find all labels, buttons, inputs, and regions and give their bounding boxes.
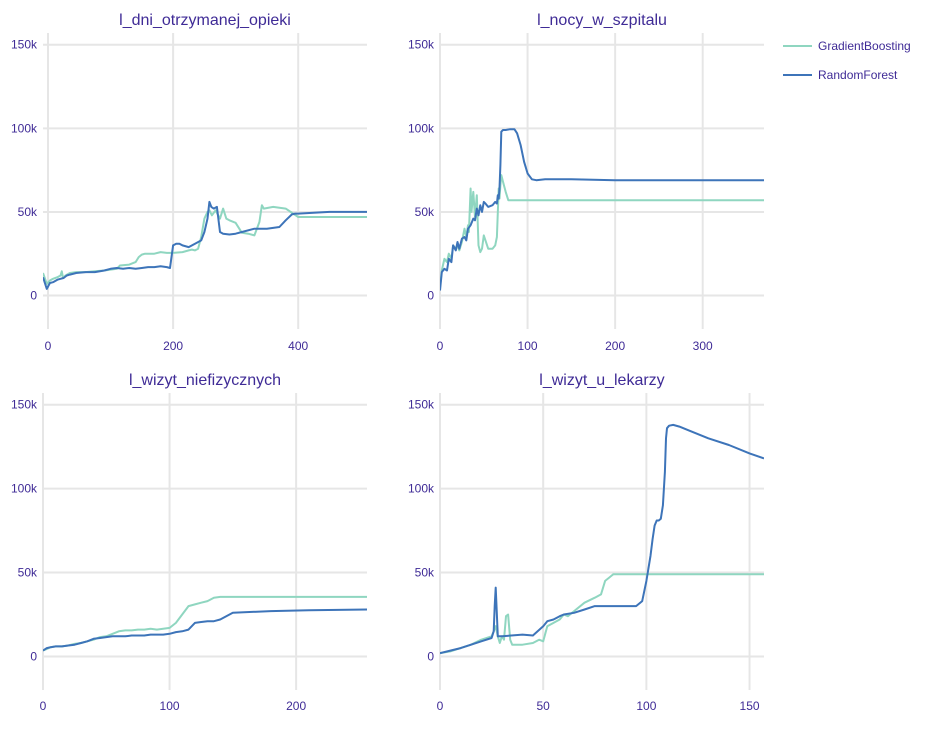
x-tick-label: 0 [437,339,444,353]
y-tick-label: 100k [11,121,38,135]
panel-l-dni-otrzymanej-opieki: 0 50k 100k 150k 0 200 400 l_dni_otrzymanej_opie… [11,12,367,353]
x-tick-label: 50 [537,699,551,713]
x-tick-label: 100 [518,339,538,353]
x-tick-label: 0 [40,699,47,713]
y-tick-label: 100k [408,121,435,135]
y-tick-label: 100k [11,482,38,496]
y-tick-label: 0 [427,649,434,663]
x-tick-label: 0 [45,339,52,353]
panel-title: l_wizyt_u_lekarzy [539,372,664,389]
panel-l-wizyt-niefizycznych: 0 50k 100k 150k 0 100 200 l_wizyt_niefizycznych [11,372,367,713]
series-line-randomforest [43,200,367,290]
y-tick-label: 150k [11,38,38,52]
y-tick-label: 100k [408,482,435,496]
series-line-randomforest [440,128,764,291]
legend-label-randomforest: RandomForest [818,68,898,82]
x-tick-label: 200 [286,699,306,713]
y-tick-label: 150k [11,398,38,412]
panel-l-nocy-w-szpitalu: 0 50k 100k 150k 0 100 200 300 l_nocy_w_szpitalu [408,12,764,353]
panel-l-wizyt-u-lekarzy: 0 50k 100k 150k 0 50 100 150 l_wizyt_u_lekarzy [408,372,764,713]
x-tick-label: 150 [740,699,760,713]
x-tick-label: 0 [437,699,444,713]
x-tick-label: 100 [160,699,180,713]
y-tick-label: 150k [408,38,435,52]
x-tick-label: 100 [636,699,656,713]
y-tick-label: 150k [408,398,435,412]
x-tick-label: 200 [605,339,625,353]
legend-label-gradientboosting: GradientBoosting [818,39,911,53]
legend: GradientBoosting RandomForest [783,39,911,82]
series-line-gradientboosting [440,573,764,655]
x-tick-label: 300 [693,339,713,353]
x-tick-label: 200 [163,339,183,353]
series-line-randomforest [440,423,764,655]
panel-title: l_wizyt_niefizycznych [129,372,281,389]
y-tick-label: 50k [18,566,38,580]
series-line-gradientboosting [440,174,764,288]
series-line-randomforest [43,608,367,652]
x-tick-label: 400 [288,339,308,353]
y-tick-label: 50k [18,205,38,219]
series-line-gradientboosting [43,204,367,285]
y-tick-label: 0 [30,289,37,303]
y-tick-label: 50k [415,566,435,580]
series-line-gradientboosting [43,595,367,652]
y-tick-label: 0 [30,649,37,663]
y-tick-label: 50k [415,205,435,219]
panel-title: l_nocy_w_szpitalu [537,12,667,29]
panel-title: l_dni_otrzymanej_opieki [119,12,291,29]
y-tick-label: 0 [427,289,434,303]
